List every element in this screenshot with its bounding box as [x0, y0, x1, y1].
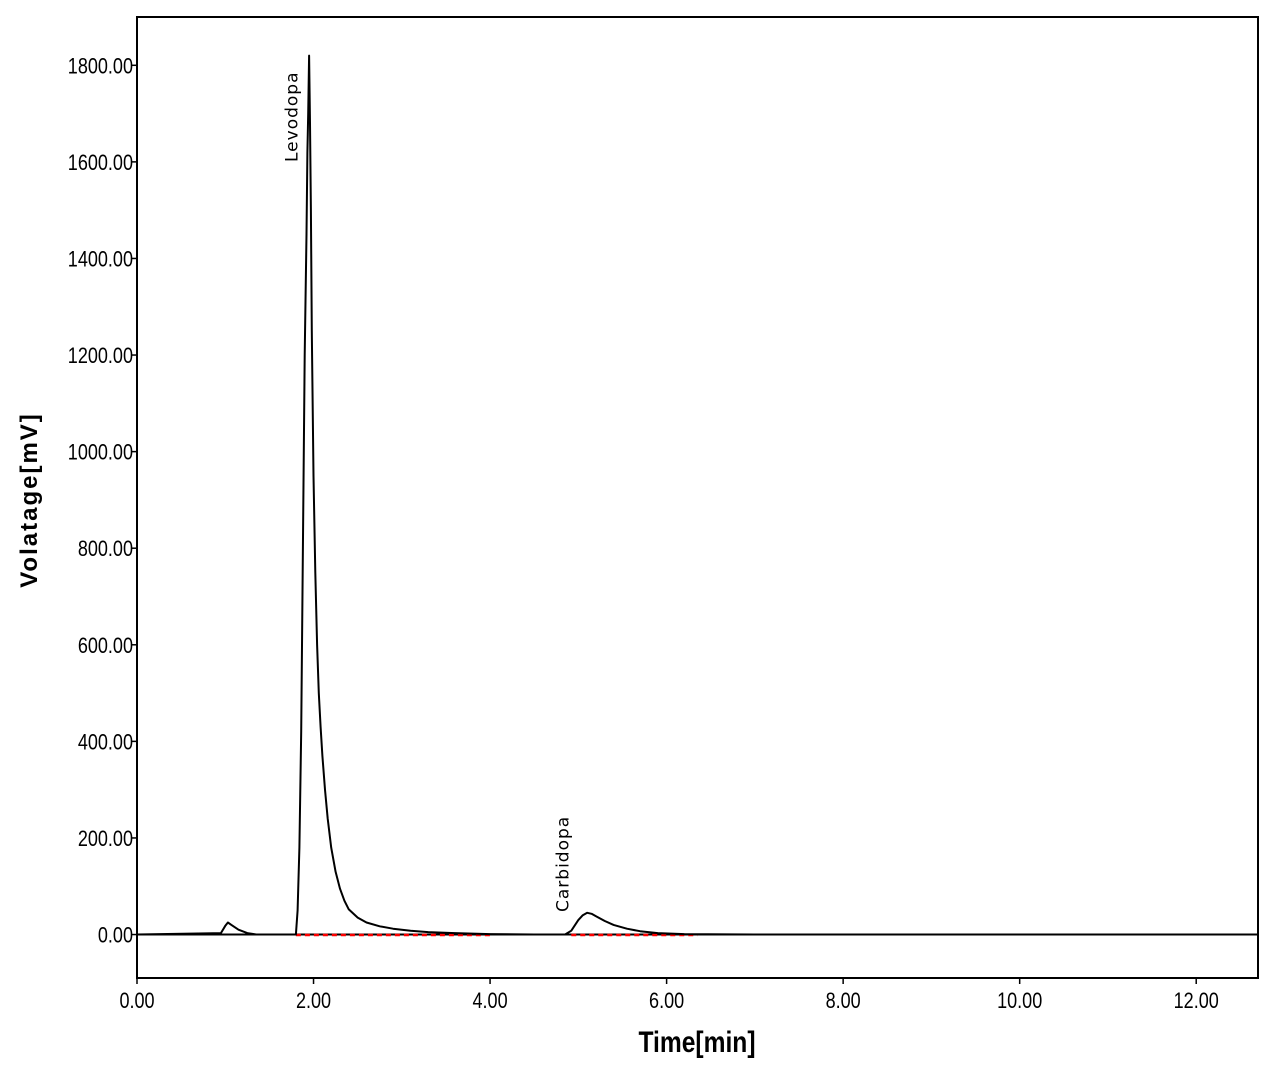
y-ticks-group: 0.00 200.00 400.00 600.00 800.00 1000.00 1200.…: [68, 55, 137, 948]
x-tick-label: 6.00: [649, 989, 684, 1013]
plot-frame: [136, 16, 1259, 979]
annotations-group: Levodopa Carbidopa: [282, 72, 573, 913]
peak-label-levodopa: Levodopa: [282, 72, 302, 163]
y-tick-label: 0.00: [98, 924, 133, 948]
y-tick-label: 400.00: [78, 731, 133, 755]
x-tick-label: 4.00: [473, 989, 508, 1013]
y-tick-label: 1600.00: [68, 151, 133, 175]
x-tick-label: 8.00: [826, 989, 861, 1013]
chromatogram-trace: [136, 54, 1258, 936]
peak-label-carbidopa: Carbidopa: [553, 816, 573, 912]
x-axis-title: Time[min]: [638, 1025, 755, 1059]
y-tick-label: 1000.00: [68, 441, 133, 465]
y-tick-label: 800.00: [78, 538, 133, 562]
x-tick-label: 2.00: [296, 989, 331, 1013]
y-tick-label: 600.00: [78, 634, 133, 658]
y-axis-title: Volatage[mV]: [16, 412, 43, 588]
y-tick-label: 1800.00: [68, 55, 133, 79]
y-tick-label: 200.00: [78, 827, 133, 851]
x-tick-label: 10.00: [997, 989, 1042, 1013]
y-tick-label: 1200.00: [68, 344, 133, 368]
x-ticks-group: 0.00 2.00 4.00 6.00 8.00 10.00 12.00: [119, 978, 1219, 1013]
x-tick-label: 12.00: [1174, 989, 1219, 1013]
x-tick-label: 0.00: [119, 989, 154, 1013]
y-tick-label: 1400.00: [68, 248, 133, 272]
